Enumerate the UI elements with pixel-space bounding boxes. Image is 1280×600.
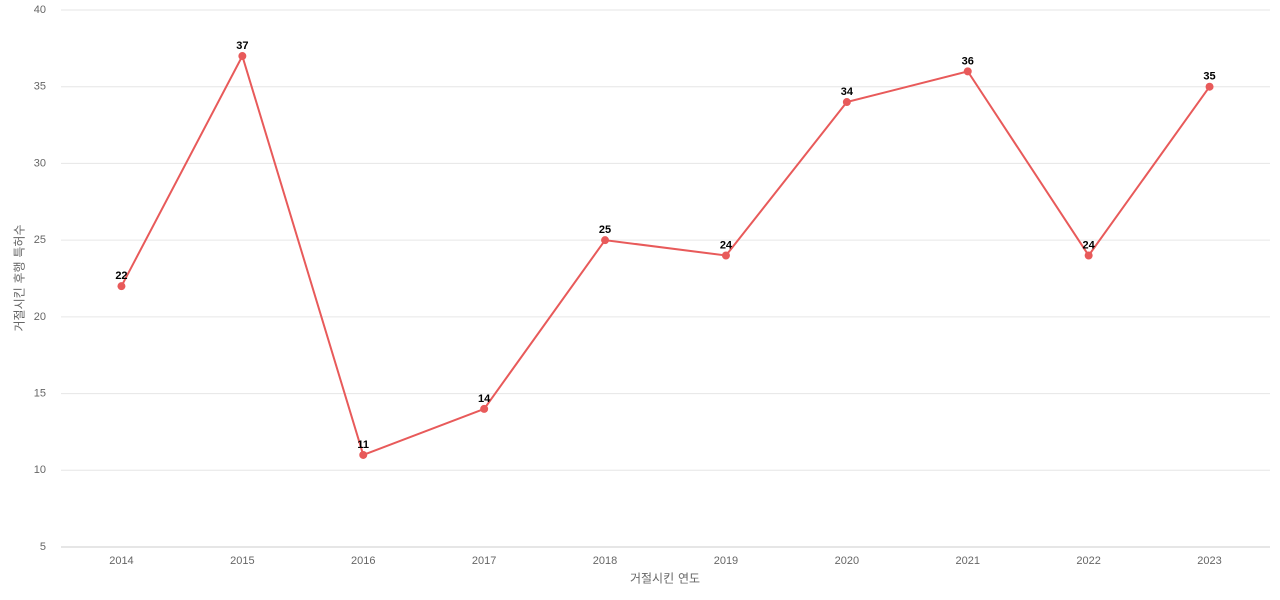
y-tick-label: 35 bbox=[34, 81, 46, 93]
y-tick-label: 20 bbox=[34, 311, 46, 323]
y-tick-label: 25 bbox=[34, 234, 46, 246]
x-tick-label: 2015 bbox=[230, 555, 254, 567]
y-tick-label: 10 bbox=[34, 464, 46, 476]
data-point bbox=[1084, 251, 1093, 260]
data-label: 36 bbox=[962, 55, 974, 67]
data-label: 25 bbox=[599, 224, 611, 236]
data-point bbox=[721, 251, 730, 260]
data-label: 14 bbox=[478, 393, 491, 405]
x-tick-label: 2019 bbox=[714, 555, 738, 567]
y-tick-label: 30 bbox=[34, 157, 46, 169]
data-point bbox=[842, 98, 851, 107]
data-point bbox=[117, 282, 126, 291]
y-tick-label: 15 bbox=[34, 387, 46, 399]
x-tick-label: 2017 bbox=[472, 555, 496, 567]
data-point bbox=[359, 450, 368, 459]
x-tick-label: 2014 bbox=[109, 555, 133, 567]
data-label: 11 bbox=[357, 439, 369, 451]
data-point bbox=[1205, 82, 1214, 91]
data-label: 22 bbox=[115, 270, 127, 282]
data-label: 35 bbox=[1203, 71, 1215, 83]
data-point bbox=[963, 67, 972, 76]
y-axis-title: 거절시킨 후행 특허수 bbox=[12, 225, 27, 332]
data-point bbox=[601, 236, 610, 245]
x-tick-label: 2016 bbox=[351, 555, 375, 567]
data-label: 24 bbox=[720, 239, 733, 251]
x-tick-label: 2023 bbox=[1197, 555, 1221, 567]
data-label: 24 bbox=[1083, 239, 1096, 251]
data-label: 37 bbox=[236, 40, 248, 52]
x-tick-label: 2018 bbox=[593, 555, 617, 567]
data-label: 34 bbox=[841, 86, 854, 98]
data-point bbox=[480, 404, 489, 413]
x-tick-label: 2021 bbox=[956, 555, 980, 567]
y-tick-label: 40 bbox=[34, 4, 46, 16]
x-axis-title: 거절시킨 연도 bbox=[630, 572, 700, 586]
x-tick-label: 2022 bbox=[1076, 555, 1100, 567]
x-tick-label: 2020 bbox=[835, 555, 859, 567]
series-line bbox=[120, 53, 1211, 457]
y-tick-label: 5 bbox=[40, 541, 46, 553]
data-point bbox=[238, 52, 247, 61]
